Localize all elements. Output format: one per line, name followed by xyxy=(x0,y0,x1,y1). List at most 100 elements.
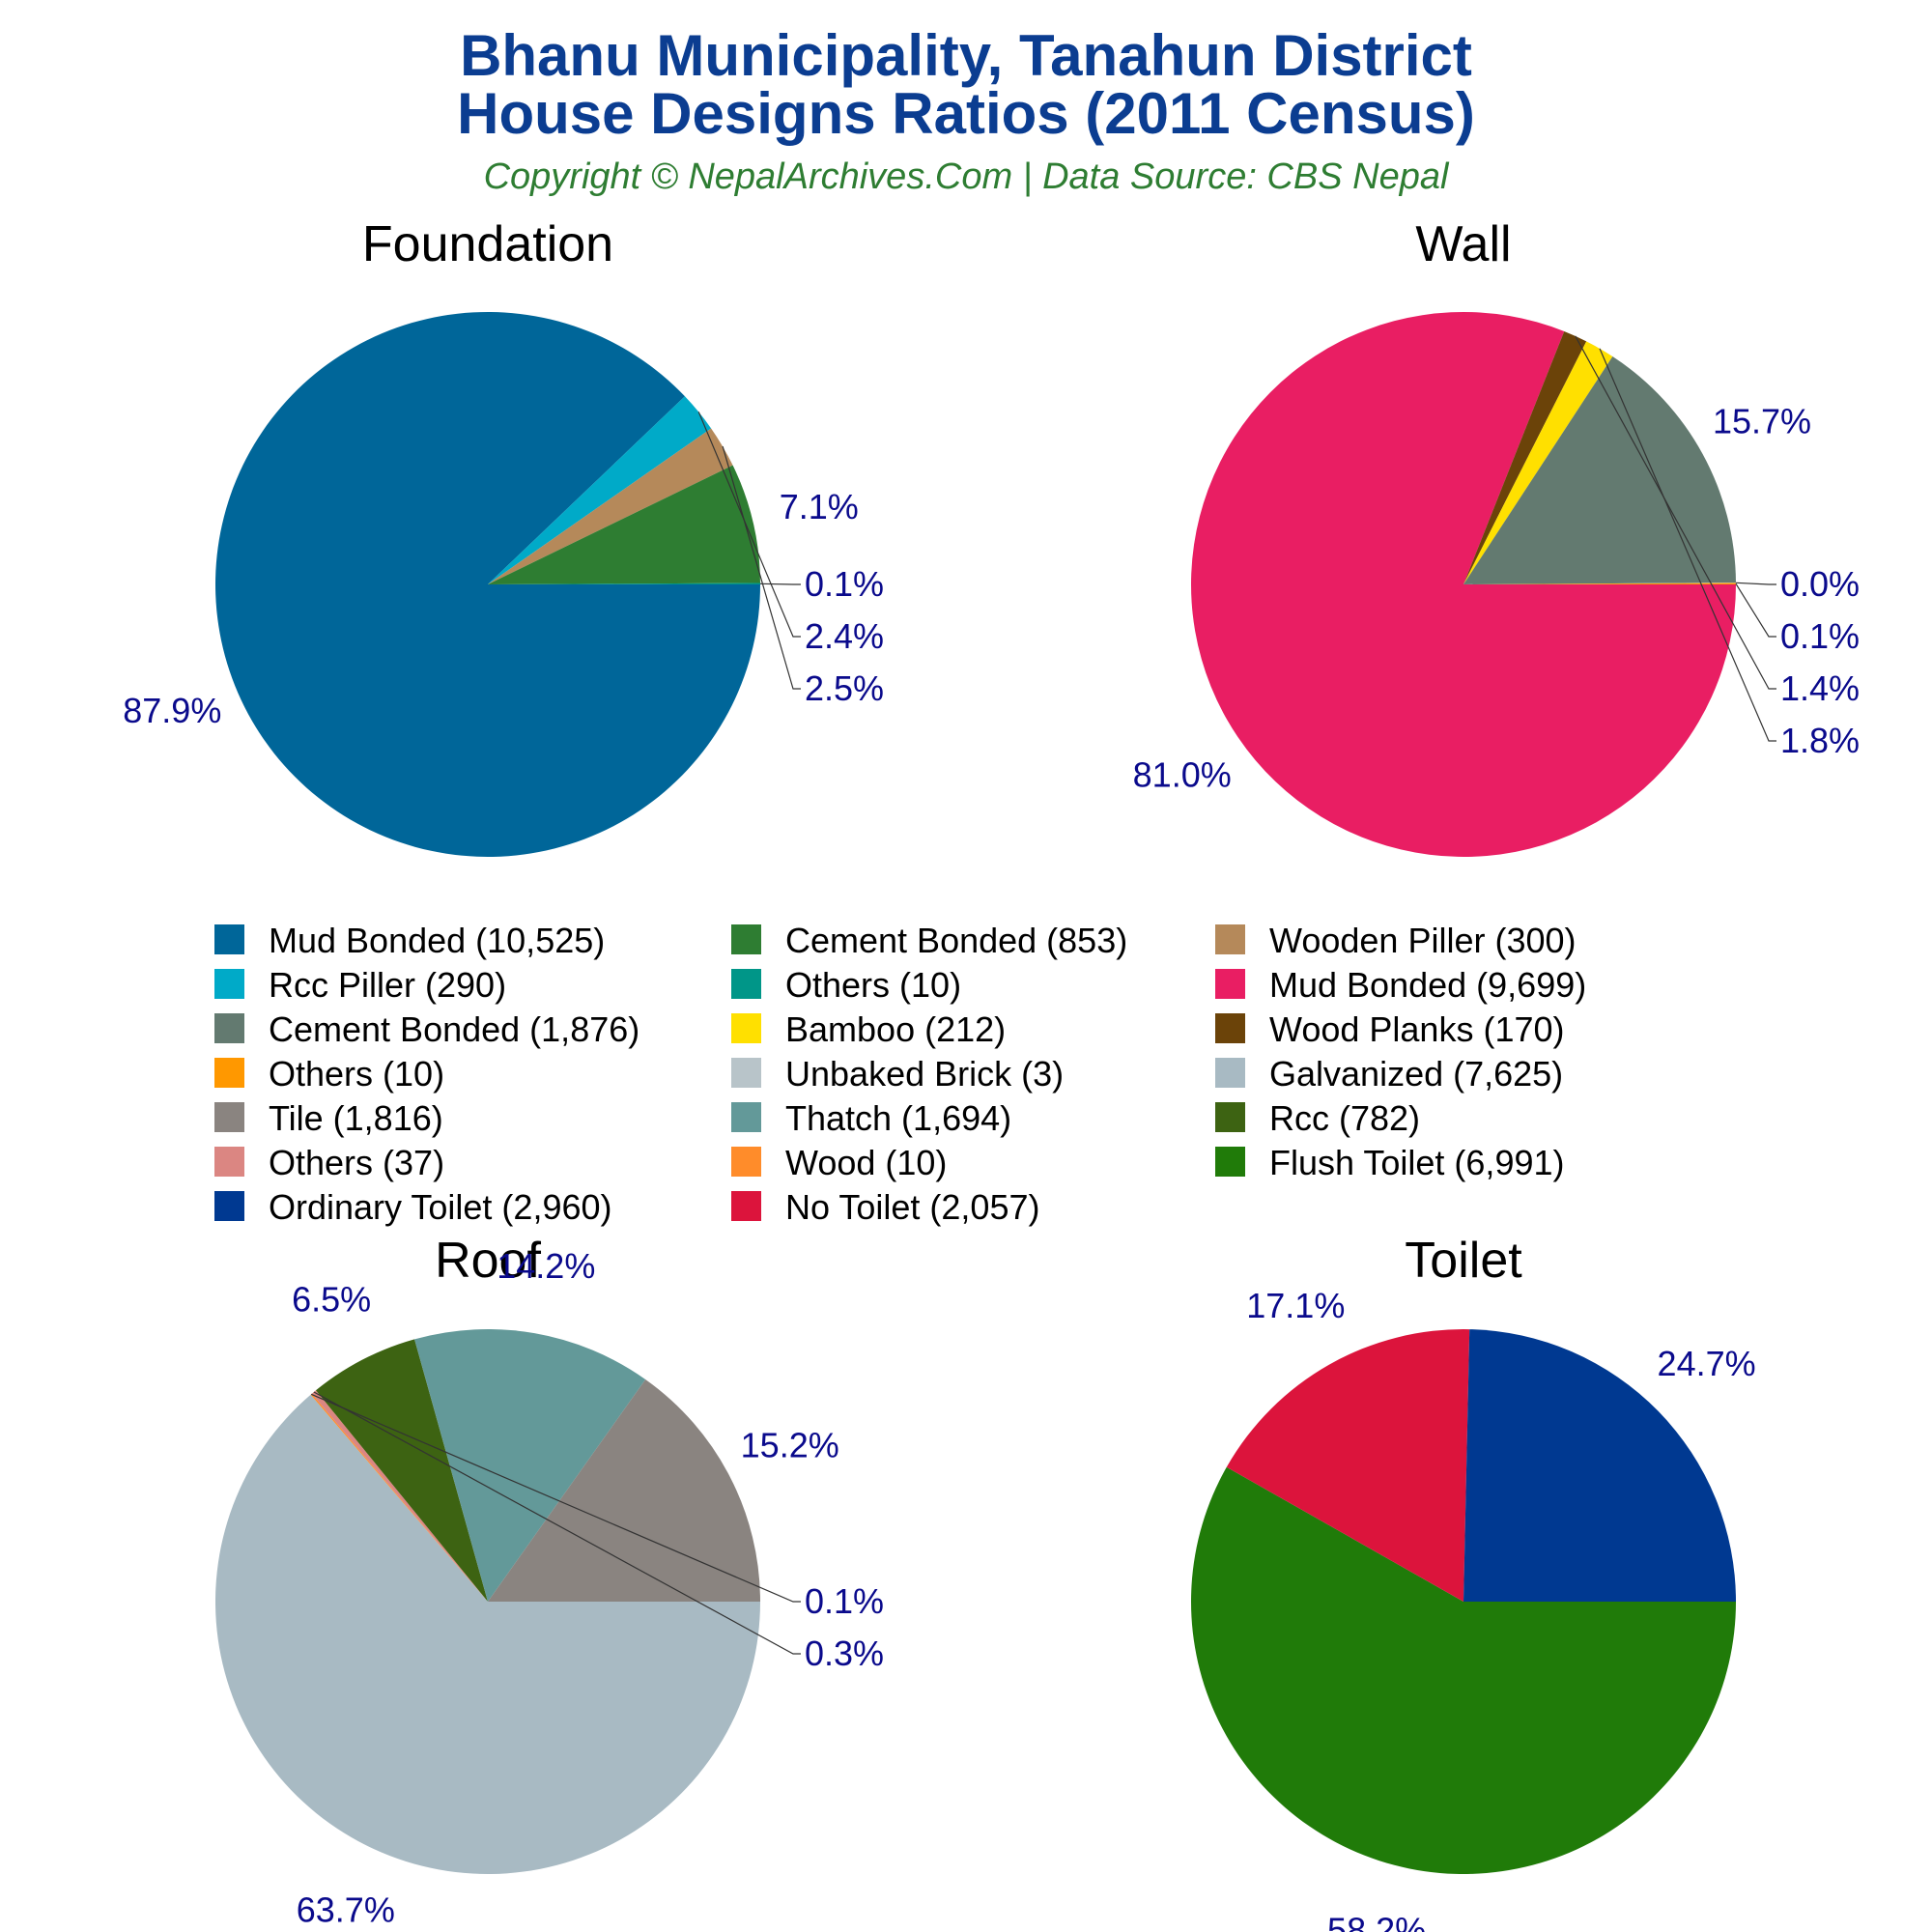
legend-label: Flush Toilet (6,991) xyxy=(1269,1143,1565,1182)
pie-foundation: Foundation 87.9% 7.1% 0.1% 2.4% 2.5% xyxy=(123,216,884,858)
slice-roof-wood xyxy=(310,1393,488,1602)
legend-item: Flush Toilet (6,991) xyxy=(1215,1143,1565,1182)
legend-swatch xyxy=(731,1147,761,1177)
legend-swatch xyxy=(731,1102,761,1132)
slice-roof-rcc xyxy=(315,1339,488,1602)
legend-swatch xyxy=(731,924,761,954)
legend-item: Unbaked Brick (3) xyxy=(731,1054,1064,1094)
legend-label: Rcc (782) xyxy=(1269,1098,1420,1138)
leader-line-roof-others xyxy=(313,1391,801,1655)
pct-label-wall-unbaked-brick: 0.0% xyxy=(1780,564,1860,604)
pct-label-wall-cement-bonded: 15.7% xyxy=(1713,402,1811,441)
legend-label: Wood (10) xyxy=(785,1143,947,1182)
leader-line-wall-unbaked-brick xyxy=(1735,582,1776,585)
pct-label-toilet-no-toilet: 17.1% xyxy=(1246,1286,1345,1325)
slice-toilet-ordinary-toilet xyxy=(1463,1329,1736,1602)
legend-label: Mud Bonded (10,525) xyxy=(269,921,605,960)
legend-item: Bamboo (212) xyxy=(731,1009,1006,1049)
pie-toilet: Toilet 58.2% 17.1% 24.7% xyxy=(1191,1233,1756,1932)
chart-title-line2: House Designs Ratios (2011 Census) xyxy=(457,81,1475,146)
legend: Mud Bonded (10,525) Cement Bonded (853) Wo… xyxy=(214,921,1586,1227)
legend-swatch xyxy=(214,1147,244,1177)
legend-label: Others (10) xyxy=(785,965,961,1005)
leader-line-roof-wood xyxy=(310,1393,801,1603)
legend-label: Cement Bonded (1,876) xyxy=(269,1009,639,1049)
legend-item: Thatch (1,694) xyxy=(731,1098,1011,1138)
slice-foundation-wooden-piller xyxy=(488,428,733,584)
pie-title-foundation: Foundation xyxy=(362,216,613,272)
legend-label: Galvanized (7,625) xyxy=(1269,1054,1563,1094)
legend-swatch xyxy=(1215,969,1245,999)
chart-title-line1: Bhanu Municipality, Tanahun District xyxy=(460,23,1472,88)
slice-foundation-cement-bonded xyxy=(488,465,760,584)
legend-swatch xyxy=(1215,924,1245,954)
legend-label: Others (10) xyxy=(269,1054,444,1094)
legend-item: Ordinary Toilet (2,960) xyxy=(214,1187,612,1227)
legend-swatch xyxy=(214,1058,244,1088)
slice-roof-others xyxy=(311,1390,488,1602)
legend-item: Others (10) xyxy=(214,1054,444,1094)
legend-swatch xyxy=(214,1013,244,1043)
slice-toilet-no-toilet xyxy=(1226,1329,1470,1602)
slice-roof-galvanized xyxy=(214,1394,761,1874)
legend-label: Cement Bonded (853) xyxy=(785,921,1127,960)
pct-label-wall-wood-planks: 1.4% xyxy=(1780,668,1860,708)
slice-toilet-flush-toilet xyxy=(1191,1466,1736,1875)
pct-label-roof-rcc: 6.5% xyxy=(292,1279,371,1319)
pie-charts: Foundation 87.9% 7.1% 0.1% 2.4% 2.5% Wall 81.0%… xyxy=(123,216,1860,1932)
slice-wall-wood-planks xyxy=(1463,330,1587,584)
legend-label: Bamboo (212) xyxy=(785,1009,1006,1049)
legend-label: Tile (1,816) xyxy=(269,1098,443,1138)
legend-item: Rcc (782) xyxy=(1215,1098,1420,1138)
pct-label-roof-thatch: 14.2% xyxy=(497,1246,595,1286)
leader-line-foundation-wooden-piller xyxy=(722,445,801,690)
slice-foundation-others xyxy=(488,582,761,584)
slice-wall-unbaked-brick xyxy=(1463,582,1736,584)
legend-swatch xyxy=(214,924,244,954)
legend-item: Wood (10) xyxy=(731,1143,947,1182)
slice-wall-others xyxy=(1463,582,1737,584)
pct-label-foundation-wooden-piller: 2.5% xyxy=(805,668,884,708)
leader-line-foundation-others xyxy=(759,582,801,585)
legend-swatch xyxy=(731,1013,761,1043)
pct-label-wall-mud-bonded: 81.0% xyxy=(1133,755,1232,795)
pct-label-roof-galvanized: 63.7% xyxy=(297,1890,395,1930)
pct-label-toilet-ordinary-toilet: 24.7% xyxy=(1658,1344,1756,1383)
legend-swatch xyxy=(214,969,244,999)
legend-swatch xyxy=(731,1191,761,1221)
pie-title-wall: Wall xyxy=(1415,216,1511,272)
legend-swatch xyxy=(214,1191,244,1221)
legend-item: Others (10) xyxy=(731,965,961,1005)
slice-wall-cement-bonded xyxy=(1463,356,1736,584)
pie-title-roof: Roof xyxy=(435,1233,541,1289)
pct-label-foundation-cement-bonded: 7.1% xyxy=(780,487,859,526)
pie-roof: Roof 63.7% 6.5% 14.2% 15.2% 0.1% 0.3% xyxy=(214,1233,884,1930)
legend-label: Thatch (1,694) xyxy=(785,1098,1011,1138)
legend-label: Wooden Piller (300) xyxy=(1269,921,1577,960)
legend-item: Mud Bonded (9,699) xyxy=(1215,965,1586,1005)
slice-roof-tile xyxy=(488,1379,760,1602)
pct-label-roof-wood: 0.1% xyxy=(805,1581,884,1621)
leader-line-wall-others xyxy=(1735,582,1776,638)
pct-label-wall-others: 0.1% xyxy=(1780,616,1860,656)
slice-foundation-mud-bonded xyxy=(214,312,761,858)
legend-label: Ordinary Toilet (2,960) xyxy=(269,1187,612,1227)
leader-line-wall-bamboo xyxy=(1599,348,1776,742)
pct-label-wall-bamboo: 1.8% xyxy=(1780,721,1860,760)
pct-label-toilet-flush-toilet: 58.2% xyxy=(1327,1910,1426,1932)
slice-roof-thatch xyxy=(414,1328,646,1602)
legend-label: Mud Bonded (9,699) xyxy=(1269,965,1586,1005)
pie-wall: Wall 81.0% 15.7% 0.0% 0.1% 1.4% 1.8% xyxy=(1133,216,1860,857)
legend-item: Mud Bonded (10,525) xyxy=(214,921,605,960)
legend-item: Tile (1,816) xyxy=(214,1098,443,1138)
legend-label: Wood Planks (170) xyxy=(1269,1009,1565,1049)
leader-line-wall-wood-planks xyxy=(1575,335,1776,690)
legend-swatch xyxy=(1215,1013,1245,1043)
legend-label: No Toilet (2,057) xyxy=(785,1187,1039,1227)
pie-title-toilet: Toilet xyxy=(1405,1233,1522,1289)
legend-label: Unbaked Brick (3) xyxy=(785,1054,1064,1094)
leader-line-foundation-rcc-piller xyxy=(697,412,801,638)
legend-swatch xyxy=(731,1058,761,1088)
pct-label-foundation-others: 0.1% xyxy=(805,564,884,604)
